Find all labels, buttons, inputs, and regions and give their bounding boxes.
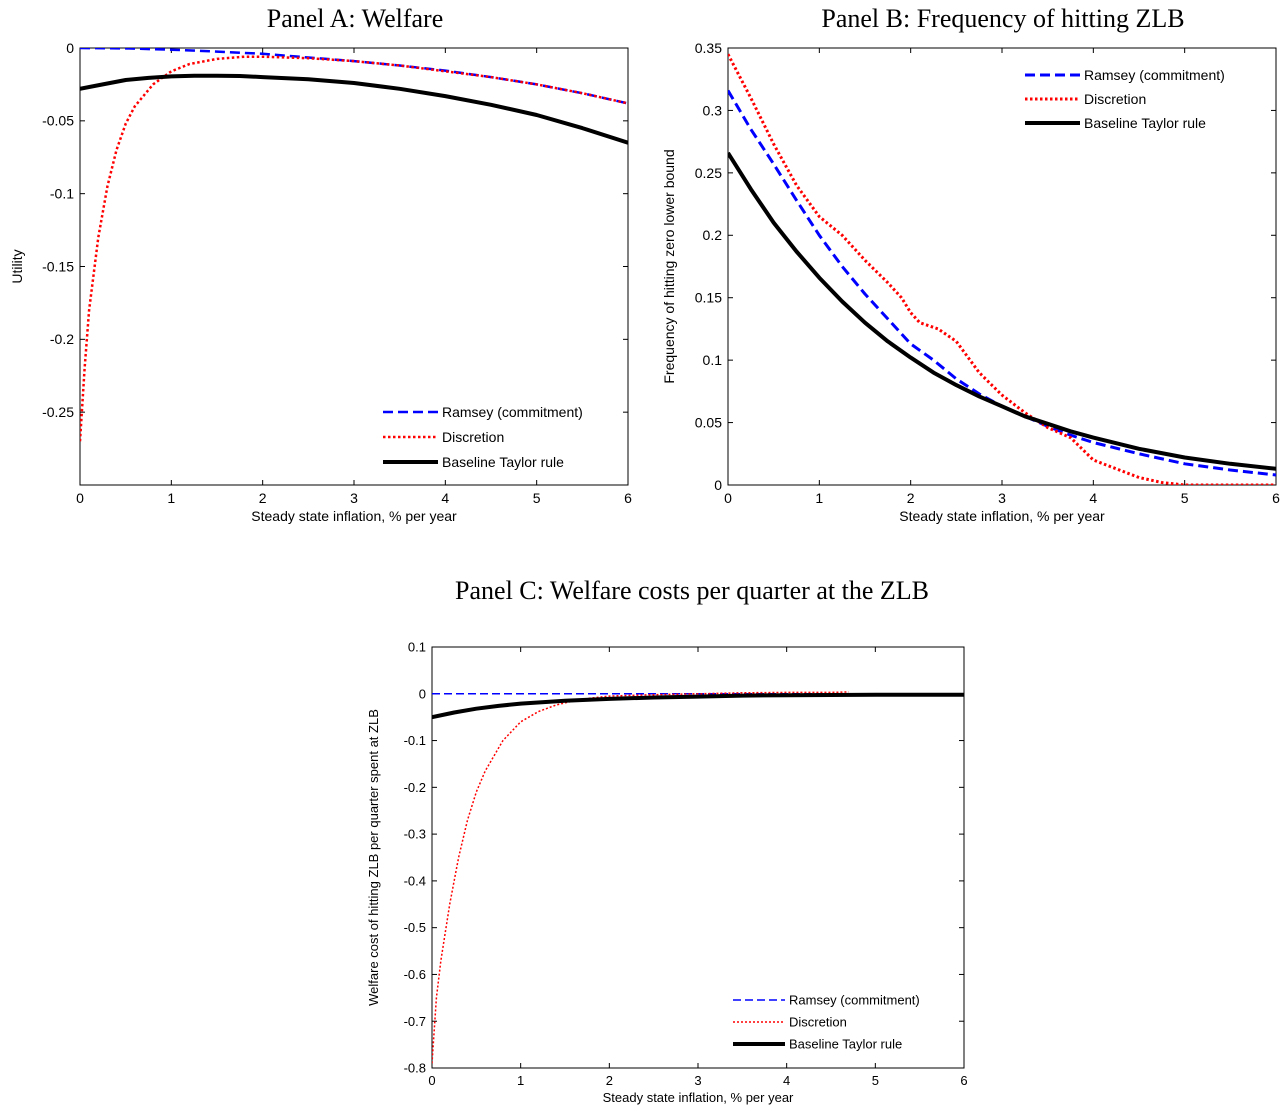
y-tick-label: -0.2 [404, 780, 426, 795]
x-axis-label: Steady state inflation, % per year [603, 1090, 794, 1105]
x-tick-label: 4 [1089, 490, 1097, 506]
y-tick-label: 0 [419, 686, 426, 701]
y-axis-label: Frequency of hitting zero lower bound [661, 149, 677, 383]
legend-label-taylor: Baseline Taylor rule [1084, 115, 1206, 131]
y-tick-label: 0.25 [695, 165, 722, 181]
series-line-discretion [80, 55, 628, 442]
x-tick-label: 6 [960, 1073, 967, 1088]
y-tick-label: -0.1 [50, 186, 74, 202]
legend-c: Ramsey (commitment) Discretion Baseline Ta… [733, 993, 920, 1052]
chart-b: 0 1 2 3 4 5 6 0 0.05 0.1 0.15 0.2 0.25 0.3 0.35 Steady … [661, 40, 1280, 524]
x-tick-label: 6 [1272, 490, 1280, 506]
x-tick-label: 3 [350, 490, 358, 506]
y-tick-label: -0.25 [42, 404, 74, 420]
y-tick-label: -0.5 [404, 920, 426, 935]
x-tick-label: 5 [533, 490, 541, 506]
series-line-taylor [728, 151, 1276, 471]
legend-label-ramsey: Ramsey (commitment) [789, 993, 920, 1008]
y-tick-label: -0.7 [404, 1014, 426, 1029]
legend-a: Ramsey (commitment) Discretion Baseline Ta… [383, 404, 583, 470]
x-tick-label: 0 [76, 490, 84, 506]
y-tick-label: -0.05 [42, 113, 74, 129]
legend-label-ramsey: Ramsey (commitment) [1084, 67, 1225, 83]
x-tick-label: 5 [1181, 490, 1189, 506]
y-tick-label: 0.1 [408, 640, 426, 655]
y-tick-label: 0 [714, 477, 722, 493]
chart-a: 0 1 2 3 4 5 6 0 -0.05 -0.1 -0.15 -0.2 -0.25 Steady st… [9, 40, 632, 524]
x-axis-label: Steady state inflation, % per year [899, 508, 1105, 524]
y-axis-label: Welfare cost of hitting ZLB per quarter … [366, 709, 381, 1006]
series-line-taylor [432, 692, 964, 720]
x-tick-label: 2 [606, 1073, 613, 1088]
y-tick-label: -0.8 [404, 1061, 426, 1076]
panel-a-title: Panel A: Welfare [266, 4, 444, 33]
y-axis-label: Utility [9, 249, 25, 283]
y-tick-label: 0 [66, 40, 74, 56]
legend-label-discretion: Discretion [442, 429, 504, 445]
x-tick-label: 4 [783, 1073, 790, 1088]
legend-b: Ramsey (commitment) Discretion Baseline Ta… [1025, 67, 1225, 131]
x-tick-label: 1 [517, 1073, 524, 1088]
y-tick-label: -0.1 [404, 733, 426, 748]
x-tick-label: 6 [624, 490, 632, 506]
panel-b-title: Panel B: Frequency of hitting ZLB [821, 4, 1185, 33]
x-tick-label: 0 [428, 1073, 435, 1088]
x-tick-label: 1 [815, 490, 823, 506]
legend-label-taylor: Baseline Taylor rule [789, 1037, 902, 1052]
y-tick-label: 0.3 [703, 102, 723, 118]
x-tick-label: 1 [167, 490, 175, 506]
y-tick-label: -0.4 [404, 873, 426, 888]
series-line-discretion [728, 53, 1276, 485]
legend-label-discretion: Discretion [789, 1015, 847, 1030]
y-tick-label: -0.2 [50, 331, 74, 347]
y-tick-label: 0.1 [703, 352, 723, 368]
x-tick-label: 2 [259, 490, 267, 506]
y-tick-label: -0.15 [42, 258, 74, 274]
x-tick-label: 2 [907, 490, 915, 506]
y-tick-label: 0.15 [695, 290, 722, 306]
legend-label-ramsey: Ramsey (commitment) [442, 404, 583, 420]
x-tick-label: 5 [872, 1073, 879, 1088]
series-line-ramsey [728, 89, 1276, 477]
x-tick-label: 0 [724, 490, 732, 506]
y-tick-label: 0.35 [695, 40, 722, 56]
y-tick-label: -0.3 [404, 827, 426, 842]
y-tick-label: 0.2 [703, 227, 723, 243]
series-line-discretion [432, 691, 849, 1064]
legend-label-taylor: Baseline Taylor rule [442, 454, 564, 470]
x-tick-label: 3 [998, 490, 1006, 506]
x-tick-label: 3 [694, 1073, 701, 1088]
chart-c: 0 1 2 3 4 5 6 0.1 0 -0.1 -0.2 -0.3 -0.4 -0.5 -0.6 -0.7 -… [366, 640, 968, 1105]
legend-label-discretion: Discretion [1084, 91, 1146, 107]
series-line-taylor [80, 73, 628, 145]
x-axis-label: Steady state inflation, % per year [251, 508, 457, 524]
x-tick-label: 4 [441, 490, 449, 506]
y-tick-label: 0.05 [695, 414, 722, 430]
panel-c-title: Panel C: Welfare costs per quarter at th… [455, 576, 929, 605]
y-tick-label: -0.6 [404, 967, 426, 982]
